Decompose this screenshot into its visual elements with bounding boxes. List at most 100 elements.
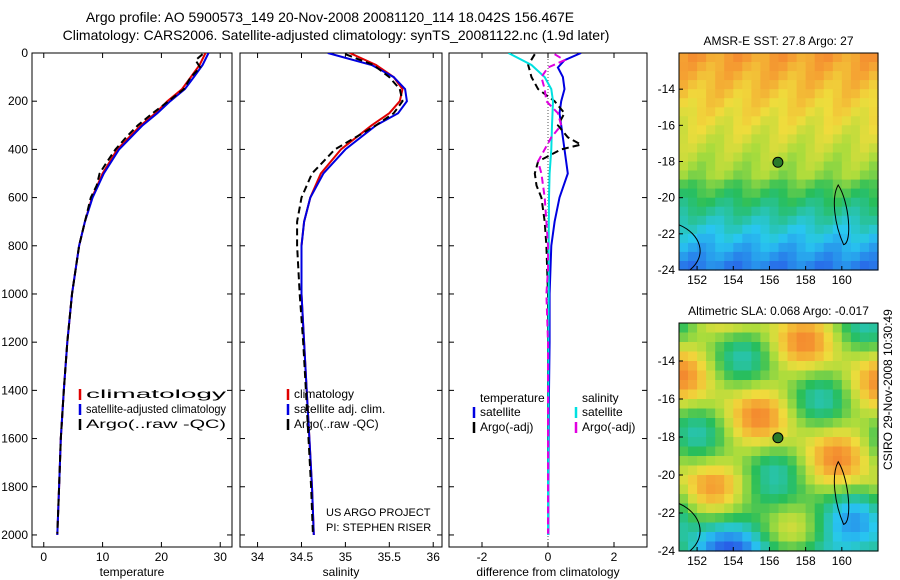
chart-3-cell-13-15: [814, 170, 825, 181]
chart-3-cell-5-7: [742, 98, 752, 108]
chart-4-cell-22-0: [679, 532, 689, 543]
chart-4-cell-15-15: [814, 465, 825, 476]
chart-4-cell-4-4: [715, 361, 725, 372]
chart-4-cell-23-6: [733, 541, 743, 552]
chart-4-cell-1-6: [733, 332, 743, 343]
chart-4-cell-8-16: [823, 399, 834, 410]
chart-3-cell-0-19: [850, 53, 861, 63]
chart-0-legend-label-0: climatology: [86, 387, 226, 401]
chart-1-plot-area: [239, 52, 443, 548]
chart-3-cell-1-13: [796, 62, 807, 72]
chart-3-cell-5-5: [724, 98, 734, 108]
chart-4-cell-0-2: [697, 323, 707, 334]
chart-3-cell-7-6: [733, 116, 743, 126]
chart-4-cell-3-19: [850, 351, 861, 362]
chart-4-cell-2-11: [778, 342, 789, 353]
chart-3-cell-3-14: [805, 80, 816, 90]
chart-4-cell-18-11: [778, 494, 789, 505]
chart-4-cell-8-21: [869, 399, 879, 410]
chart-3-cell-16-16: [823, 197, 834, 208]
chart-4-cell-8-5: [724, 399, 734, 410]
chart-3-cell-3-3: [706, 80, 716, 90]
chart-3-cell-9-7: [742, 134, 752, 144]
chart-4-cell-13-0: [679, 446, 689, 457]
chart-4-cell-14-11: [778, 456, 789, 467]
chart-3-cell-16-13: [796, 197, 807, 208]
chart-4-cell-15-13: [796, 465, 807, 476]
chart-4-cell-22-19: [850, 532, 861, 543]
chart-3-cell-22-21: [869, 251, 879, 262]
chart-3-cell-0-8: [751, 53, 761, 63]
chart-4-cell-5-2: [697, 370, 707, 381]
chart-4-cell-2-3: [706, 342, 716, 353]
chart-0-ytick-label-8: 1600: [1, 432, 28, 446]
chart-3-cell-15-14: [805, 188, 816, 199]
chart-4-cell-12-4: [715, 437, 725, 448]
chart-3-cell-9-18: [841, 134, 852, 144]
chart-4-cell-23-12: [787, 541, 798, 552]
chart-3-cell-14-21: [869, 179, 879, 190]
chart-3-cell-3-17: [832, 80, 843, 90]
chart-4-cell-21-21: [869, 522, 879, 533]
chart-4-cell-14-6: [733, 456, 743, 467]
chart-4-cell-7-1: [688, 389, 698, 400]
chart-3-cell-13-8: [751, 170, 761, 181]
chart-4-cell-17-21: [869, 484, 879, 495]
chart-4-cell-20-20: [859, 513, 870, 524]
chart-4-cell-21-18: [841, 522, 852, 533]
chart-4-cell-19-16: [823, 503, 834, 514]
chart-2-xtick-label-0: -2: [477, 550, 488, 564]
chart-4-cell-23-4: [715, 541, 725, 552]
chart-4-cell-4-7: [742, 361, 752, 372]
chart-2-legend-left-title: temperature: [480, 391, 545, 405]
chart-3-cell-10-17: [832, 143, 843, 153]
chart-4-cell-17-10: [769, 484, 780, 495]
chart-4-cell-16-8: [751, 475, 761, 486]
chart-3-cell-19-2: [697, 224, 707, 235]
chart-4-cell-0-0: [679, 323, 689, 334]
chart-3-cell-16-11: [778, 197, 789, 208]
chart-4-cell-2-2: [697, 342, 707, 353]
chart-4-cell-1-19: [850, 332, 861, 343]
chart-4-cell-13-10: [769, 446, 780, 457]
chart-3-cell-11-16: [823, 152, 834, 163]
chart-3-cell-4-14: [805, 89, 816, 99]
chart-3-cell-7-5: [724, 116, 734, 126]
chart-4-cell-17-18: [841, 484, 852, 495]
chart-3-cell-20-11: [778, 233, 789, 244]
chart-3-cell-4-20: [859, 89, 870, 99]
chart-3-cell-23-1: [688, 261, 698, 271]
chart-3-cell-14-16: [823, 179, 834, 190]
chart-4-cell-6-4: [715, 380, 725, 391]
chart-4-cell-15-4: [715, 465, 725, 476]
chart-3-cell-1-19: [850, 62, 861, 72]
chart-4-cell-6-10: [769, 380, 780, 391]
chart-4-cell-20-8: [751, 513, 761, 524]
chart-3-cell-4-0: [679, 89, 689, 99]
chart-3-cell-5-0: [679, 98, 689, 108]
chart-3-cell-19-16: [823, 224, 834, 235]
chart-4-cell-18-13: [796, 494, 807, 505]
chart-4-cell-19-3: [706, 503, 716, 514]
chart-3-cell-23-5: [724, 261, 734, 271]
chart-4-cell-11-18: [841, 427, 852, 438]
chart-4-cell-2-17: [832, 342, 843, 353]
chart-4-cell-16-20: [859, 475, 870, 486]
chart-3-cell-22-2: [697, 251, 707, 262]
chart-4-cell-21-4: [715, 522, 725, 533]
chart-3-cell-13-18: [841, 170, 852, 181]
chart-4-cell-12-11: [778, 437, 789, 448]
chart-3-cell-5-3: [706, 98, 716, 108]
chart-3-cell-17-0: [679, 206, 689, 217]
chart-4-cell-1-7: [742, 332, 752, 343]
chart-4-cell-23-5: [724, 541, 734, 552]
chart-3-cell-7-3: [706, 116, 716, 126]
chart-3-cell-18-17: [832, 215, 843, 226]
chart-4-cell-19-6: [733, 503, 743, 514]
chart-3-ytick-label-1: -16: [658, 118, 676, 132]
chart-4-cell-13-19: [850, 446, 861, 457]
chart-4-cell-20-5: [724, 513, 734, 524]
chart-3-cell-21-9: [760, 242, 770, 253]
chart-3-cell-15-3: [706, 188, 716, 199]
chart-4-cell-9-8: [751, 408, 761, 419]
